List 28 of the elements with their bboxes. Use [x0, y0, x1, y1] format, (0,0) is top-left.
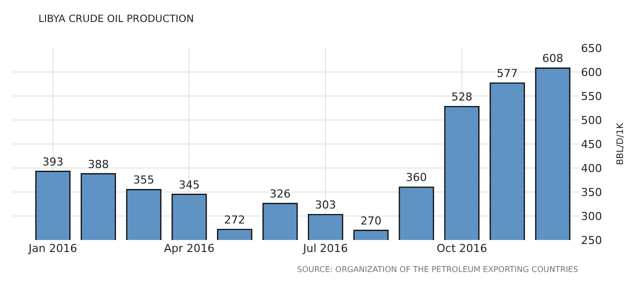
- data-label: 388: [88, 158, 109, 171]
- data-label: 345: [178, 178, 200, 192]
- data-label: 577: [496, 67, 518, 80]
- y-tick-label: 650: [581, 42, 602, 55]
- y-tick-label: 550: [581, 90, 602, 103]
- data-label: 270: [360, 214, 382, 228]
- data-label: 528: [451, 90, 472, 104]
- x-tick-label: Oct 2016: [436, 242, 488, 255]
- x-tick-label: Apr 2016: [164, 242, 214, 255]
- y-axis-title: BBL/D/1K: [616, 122, 626, 165]
- chart-title: LIBYA CRUDE OIL PRODUCTION: [38, 14, 194, 25]
- y-tick-label: 300: [581, 210, 602, 223]
- y-tick-label: 450: [581, 138, 602, 151]
- source-note: SOURCE: ORGANIZATION OF THE PETROLEUM EXPORTING COUNTRIES: [297, 265, 578, 274]
- y-tick-label: 350: [581, 186, 602, 199]
- data-label: 608: [542, 52, 564, 66]
- x-tick-label: Jul 2016: [302, 242, 348, 255]
- data-label: 272: [224, 213, 246, 226]
- data-label: 360: [406, 171, 427, 184]
- x-tick-label: Jan 2016: [28, 242, 78, 255]
- data-label: 303: [315, 198, 336, 212]
- data-label: 326: [270, 188, 291, 201]
- y-tick-label: 400: [581, 162, 602, 175]
- y-tick-label: 250: [581, 234, 602, 247]
- y-tick-label: 600: [581, 66, 602, 79]
- data-label: 355: [133, 174, 154, 187]
- data-label: 393: [42, 155, 64, 168]
- y-tick-label: 500: [581, 114, 602, 127]
